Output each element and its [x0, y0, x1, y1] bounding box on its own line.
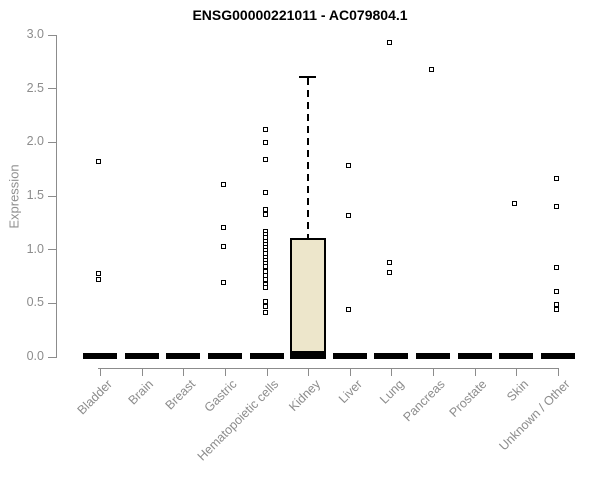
data-point [220, 181, 226, 187]
data-point [429, 66, 435, 72]
y-tick-label: 1.0 [26, 241, 44, 256]
zero-expression-bar [249, 353, 284, 359]
y-tick [48, 249, 56, 251]
chart-title: ENSG00000221011 - AC079804.1 [192, 7, 408, 23]
data-point [262, 310, 268, 316]
y-tick-label: 1.5 [26, 188, 44, 202]
zero-expression-bar [124, 353, 159, 359]
x-tick [516, 369, 518, 376]
y-tick [48, 141, 56, 143]
data-point [345, 163, 351, 169]
data-point [345, 212, 351, 218]
x-tick [100, 369, 101, 376]
data-point [220, 243, 226, 249]
x-tick [349, 369, 351, 376]
data-point [262, 298, 268, 304]
data-point [262, 157, 268, 162]
data-point [554, 265, 560, 271]
x-tick [474, 369, 476, 376]
zero-expression-bar [207, 353, 242, 359]
data-point [262, 190, 268, 196]
data-point [262, 211, 268, 217]
x-tick [558, 369, 560, 376]
box-whisker-dashed-line [306, 77, 309, 238]
y-tick-label: 2.5 [26, 80, 44, 95]
x-tick [183, 369, 185, 376]
y-axis-line [56, 35, 57, 358]
data-point [262, 304, 268, 310]
zero-expression-bar [332, 353, 367, 359]
y-tick [48, 302, 56, 304]
data-point [262, 126, 268, 132]
data-point [96, 270, 101, 276]
x-tick [224, 369, 226, 376]
x-tick [391, 369, 393, 376]
y-tick [48, 88, 56, 90]
y-tick [48, 34, 56, 36]
kidney-median-bar [290, 353, 327, 359]
zero-expression-bar [416, 353, 451, 359]
data-point [96, 159, 101, 165]
x-category-label: Liver [335, 377, 365, 407]
whisker-cap [299, 75, 317, 78]
zero-expression-bar [374, 353, 409, 359]
x-tick [433, 369, 435, 376]
x-category-label: Hematopoietic cells [194, 377, 282, 464]
data-point [512, 201, 518, 207]
zero-expression-bar [541, 353, 576, 359]
data-point [262, 139, 268, 145]
x-category-label: Breast [162, 377, 199, 413]
data-point [345, 307, 351, 313]
zero-expression-bar [457, 353, 492, 359]
zero-expression-bar [499, 353, 534, 359]
y-tick-label: 0.5 [26, 295, 44, 310]
x-category-label: Lung [376, 377, 407, 407]
data-point [554, 204, 560, 210]
x-category-label: Skin [504, 377, 532, 405]
y-tick-label: 0.0 [26, 349, 44, 363]
x-tick [141, 369, 143, 376]
data-point [554, 307, 560, 313]
y-tick-label: 2.0 [26, 134, 44, 149]
x-category-label: Brain [126, 377, 157, 408]
x-category-label: Pancreas [400, 377, 449, 425]
x-axis-line [98, 368, 559, 369]
x-tick [266, 369, 268, 376]
x-category-label: Bladder [74, 377, 115, 418]
data-point [387, 269, 393, 275]
data-point [554, 176, 560, 182]
x-category-label: Prostate [446, 377, 490, 420]
data-point [220, 280, 226, 286]
zero-expression-bar [166, 353, 201, 359]
y-tick [48, 356, 56, 358]
data-point [220, 224, 226, 230]
x-category-label: Kidney [286, 377, 324, 414]
x-tick [308, 369, 310, 376]
y-tick-label: 3.0 [26, 27, 44, 41]
data-point [262, 284, 268, 290]
x-category-label: Gastric [201, 377, 240, 415]
data-point [96, 277, 101, 283]
data-point [387, 40, 393, 46]
kidney-box [290, 237, 327, 353]
data-point [387, 260, 393, 266]
zero-expression-bar [83, 353, 117, 359]
data-point [554, 289, 560, 295]
y-tick [48, 195, 56, 197]
data-point [554, 301, 560, 307]
